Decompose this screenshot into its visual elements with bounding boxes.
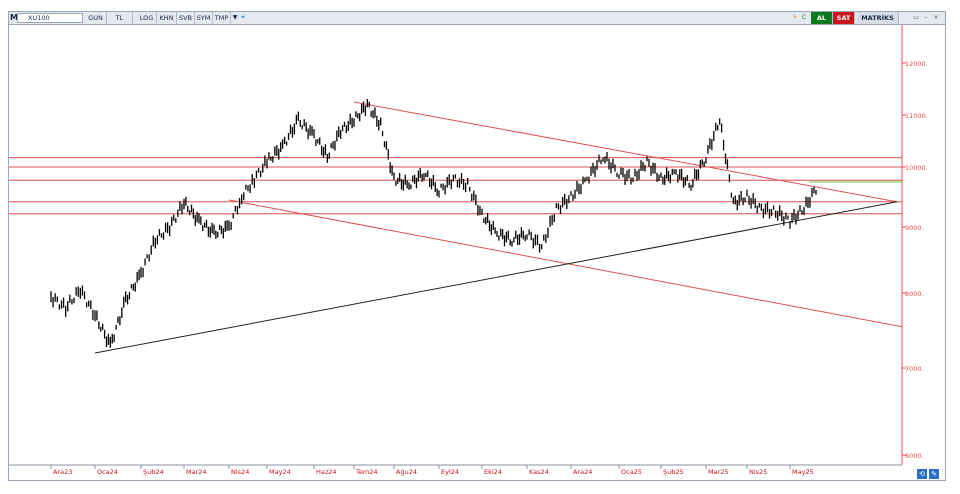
y-tick-label: 7000. — [905, 365, 924, 373]
minimize-icon[interactable]: – — [924, 14, 928, 21]
lightning-icon[interactable]: ϟ — [793, 14, 797, 21]
zoom-icon[interactable]: ⟲ — [917, 469, 927, 479]
chart-window: M XU100 GUN TL LOG KHN SVB SYM TMP ▼ ✦ ϟ… — [8, 11, 946, 481]
y-tick-label: 8000. — [905, 290, 924, 298]
y-tick-label: 10000. — [905, 164, 928, 172]
x-tick-label: Nis24 — [231, 468, 249, 476]
trendline — [228, 199, 903, 328]
matriks-label: MATRİKS — [857, 12, 899, 24]
trendline — [94, 201, 898, 354]
twitter-icon[interactable]: ✦ — [240, 14, 246, 21]
x-tick-label: Oca25 — [621, 468, 642, 476]
currency-button[interactable]: TL — [107, 12, 133, 24]
log-button[interactable]: LOG — [137, 12, 157, 24]
x-tick-label: Oca24 — [97, 468, 118, 476]
y-tick-label: 9000. — [905, 224, 924, 232]
x-tick-label: Şub24 — [143, 468, 164, 476]
period-button[interactable]: GUN — [85, 12, 107, 24]
tmp-button[interactable]: TMP — [213, 12, 231, 24]
x-tick-label: Ara24 — [573, 468, 592, 476]
menu-letter[interactable]: M — [10, 13, 18, 22]
x-tick-label: May24 — [269, 468, 291, 476]
symbol-input[interactable]: XU100 — [17, 13, 83, 23]
y-tick-label: 6000. — [905, 452, 924, 460]
chart-plot[interactable]: 12000. 11000. 10000. 9000. 8000. 7000. 6000. Ar… — [9, 25, 945, 480]
trendline — [353, 101, 898, 203]
x-tick-label: Eyl24 — [441, 468, 459, 476]
toolbar: M XU100 GUN TL LOG KHN SVB SYM TMP ▼ ✦ ϟ… — [9, 12, 945, 25]
svb-button[interactable]: SVB — [177, 12, 195, 24]
x-tick-label: Haz24 — [316, 468, 337, 476]
refresh-icon[interactable]: C — [801, 14, 807, 21]
dropdown-arrow-icon[interactable]: ▼ — [232, 14, 238, 21]
y-tick-label: 12000. — [905, 60, 928, 68]
x-tick-label: Ağu24 — [396, 468, 417, 476]
x-tick-label: Eki24 — [484, 468, 502, 476]
sym-button[interactable]: SYM — [195, 12, 213, 24]
sell-button[interactable]: SAT — [833, 12, 855, 24]
x-tick-label: May25 — [792, 468, 814, 476]
x-tick-label: Kas24 — [529, 468, 549, 476]
buy-button[interactable]: AL — [811, 12, 833, 24]
x-tick-label: Şub25 — [663, 468, 684, 476]
close-icon[interactable]: × — [933, 14, 939, 21]
settings-icon[interactable]: ✎ — [929, 469, 939, 479]
x-tick-label: Mar25 — [708, 468, 729, 476]
x-tick-label: Nis25 — [749, 468, 767, 476]
x-tick-label: Ara23 — [53, 468, 72, 476]
window-menu-icon[interactable]: ▭ — [913, 14, 919, 21]
khn-button[interactable]: KHN — [157, 12, 177, 24]
x-tick-label: Mar24 — [186, 468, 207, 476]
x-tick-label: Tem24 — [355, 468, 377, 476]
y-tick-label: 11000. — [905, 112, 928, 120]
